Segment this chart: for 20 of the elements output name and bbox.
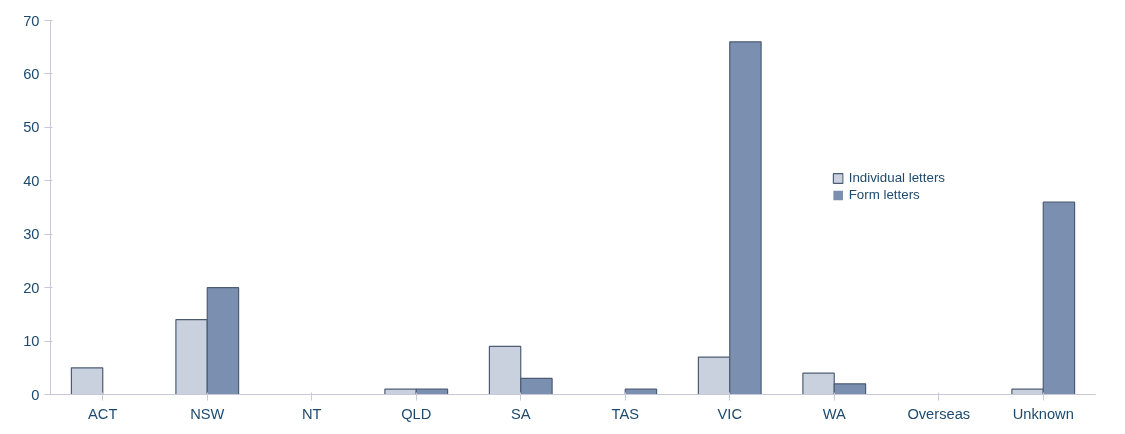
y-tick-label: 60 (23, 65, 40, 82)
y-tick-label: 0 (31, 386, 40, 403)
x-tick-label: VIC (717, 405, 743, 422)
x-tick-label: ACT (88, 405, 118, 422)
x-tick-label: NT (301, 405, 322, 422)
x-tick-label: Unknown (1012, 405, 1074, 422)
x-tick-label: Overseas (907, 405, 971, 422)
y-tick-label: 10 (23, 333, 40, 350)
y-tick-label: 70 (23, 12, 40, 29)
x-tick-label: WA (822, 405, 847, 422)
y-tick-label: 40 (23, 172, 40, 189)
x-tick-label: TAS (611, 405, 640, 422)
y-tick-label: 20 (23, 279, 40, 296)
x-tick-label: NSW (190, 405, 225, 422)
x-tick-label: SA (510, 405, 531, 422)
y-tick-label: 50 (23, 119, 40, 136)
x-tick-label: QLD (401, 405, 432, 422)
y-tick-label: 30 (23, 226, 40, 243)
legend-label: Form letters (848, 187, 920, 202)
legend-label: Individual letters (848, 170, 945, 185)
